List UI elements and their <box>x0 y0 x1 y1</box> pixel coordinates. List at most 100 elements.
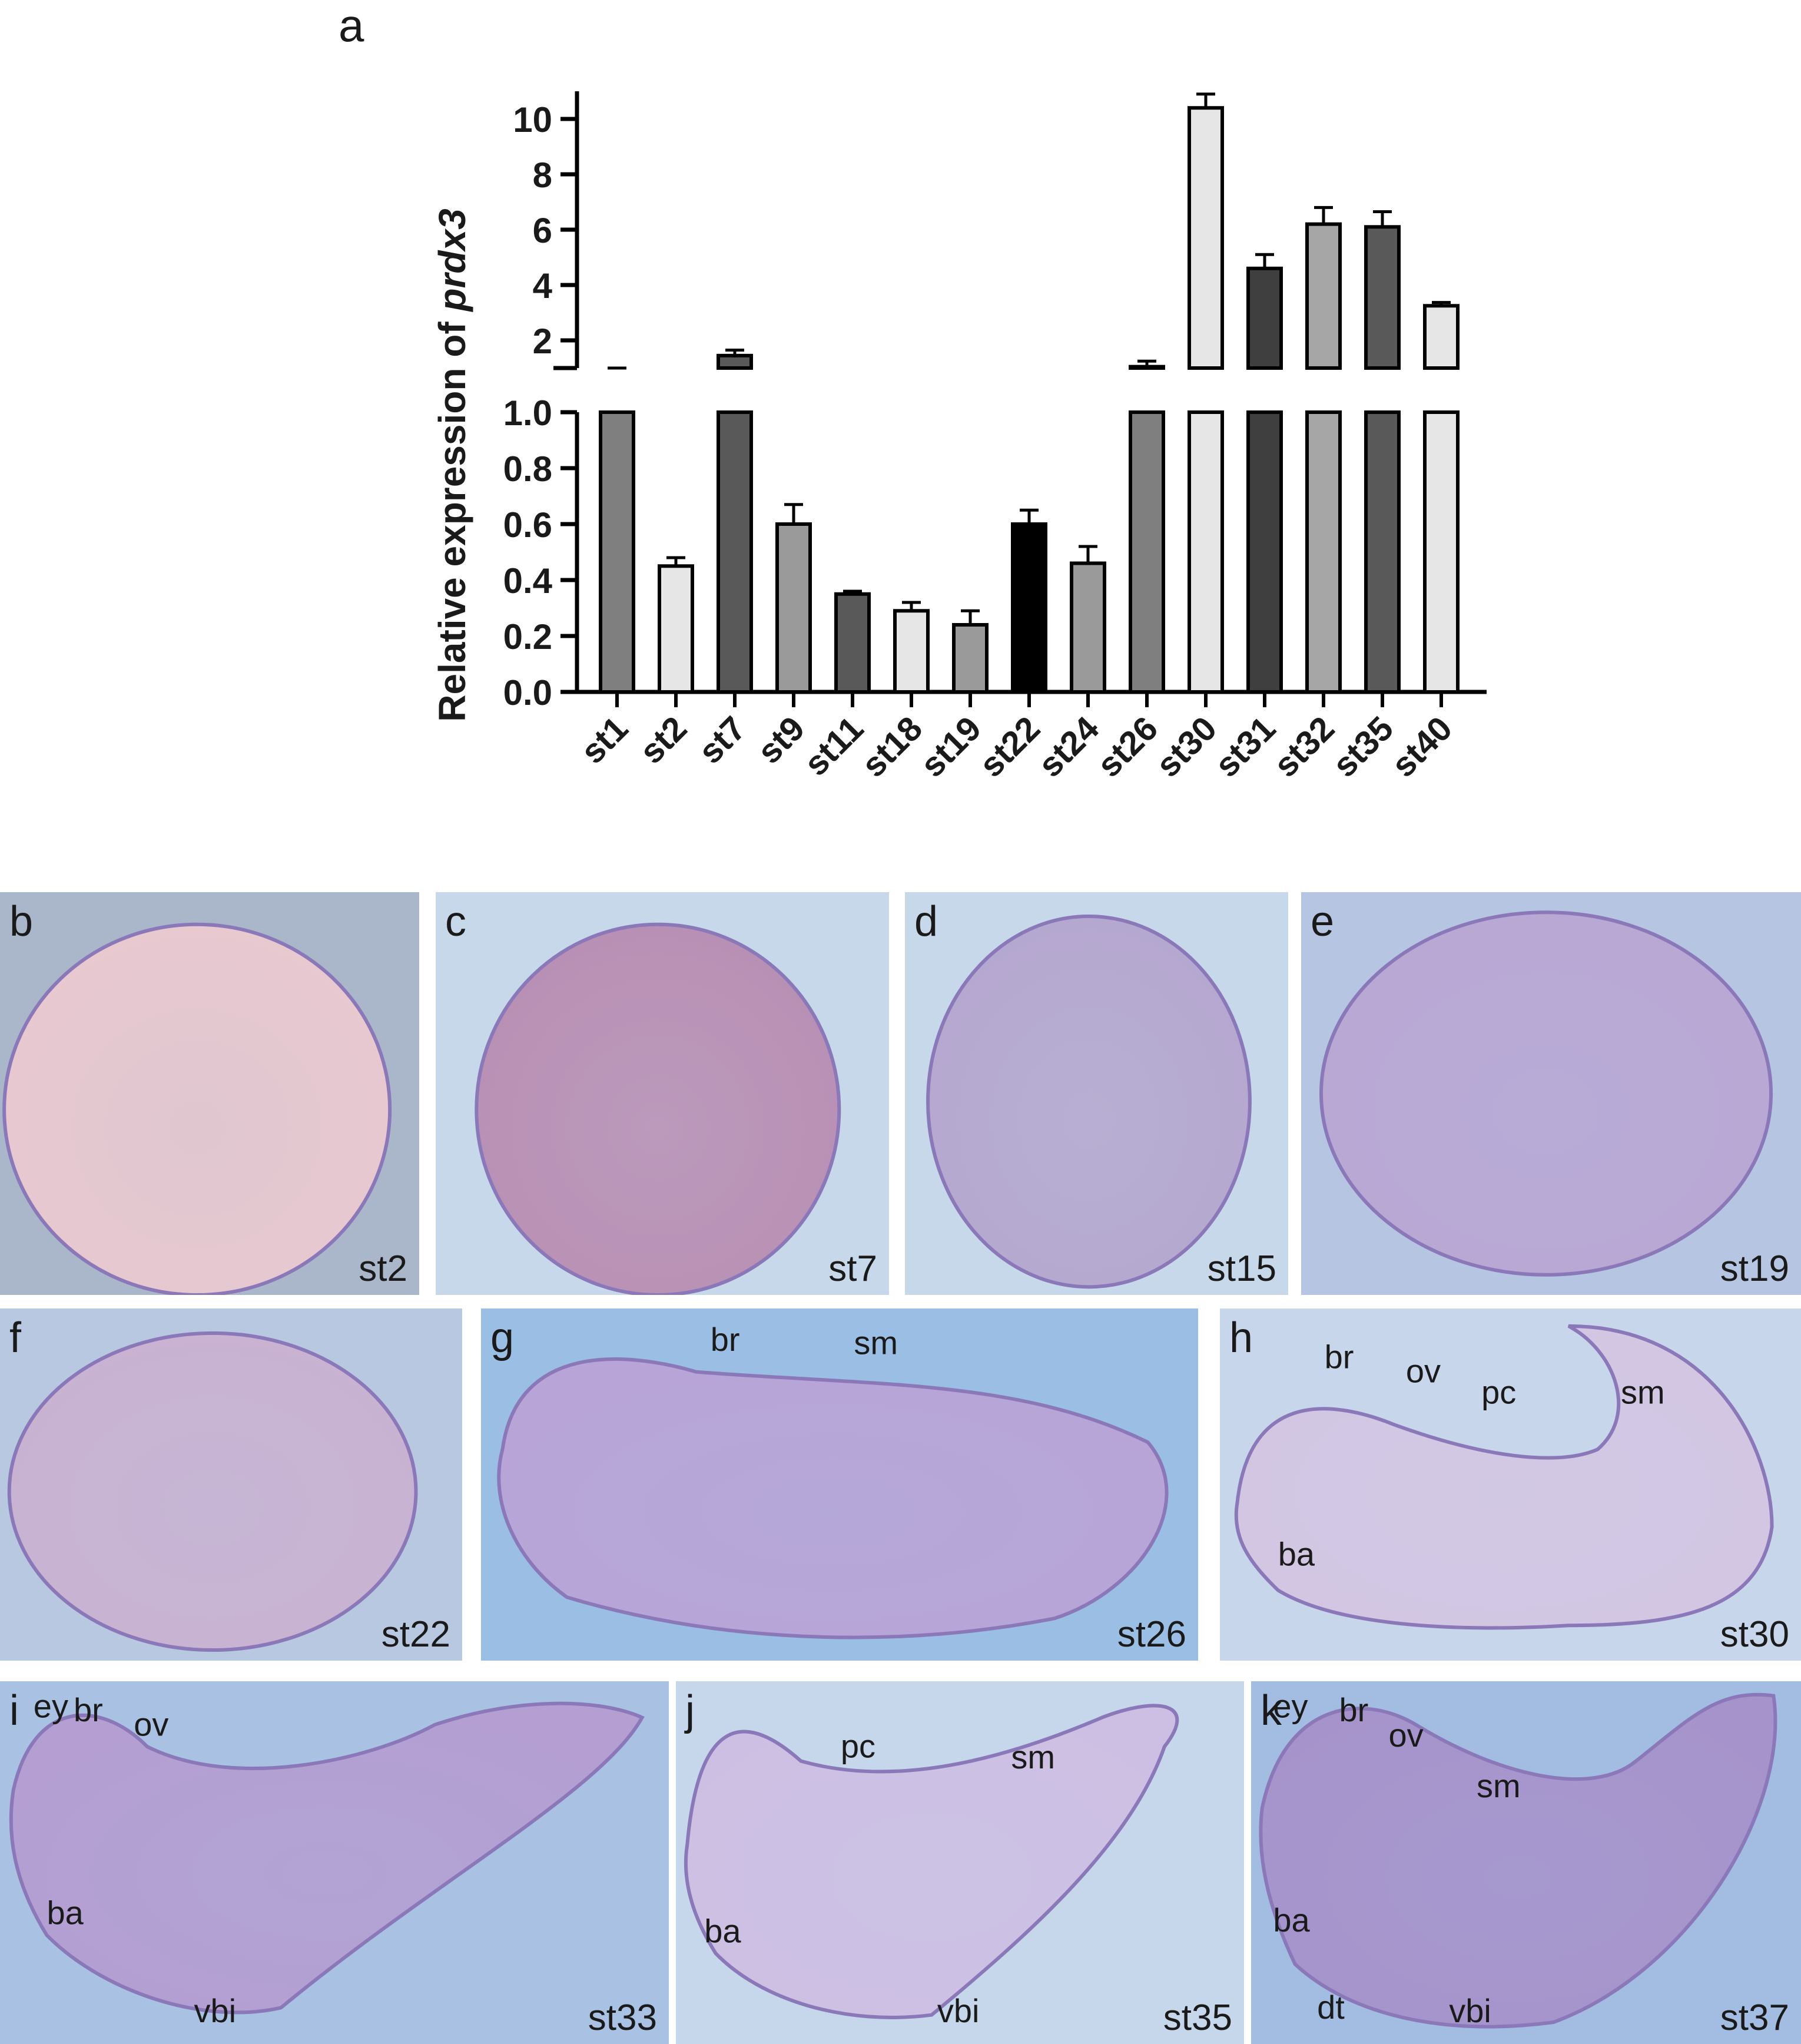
bar-st32-lower <box>1305 410 1342 694</box>
annotation-vbi: vbi <box>194 1992 236 2029</box>
stage-label: st26 <box>1117 1614 1186 1655</box>
y-tick-label: 0.0 <box>503 673 552 713</box>
embryo-image <box>2 922 392 1295</box>
panel-i: i st33 ey br ov ba vbi <box>0 1681 669 2044</box>
x-tick-label: st19 <box>913 709 989 784</box>
bar-st40-upper <box>1423 304 1460 370</box>
annotation-br: br <box>1339 1691 1368 1728</box>
annotation-ov: ov <box>1406 1353 1441 1390</box>
annotation-ey: ey <box>1273 1688 1308 1725</box>
stage-label: st2 <box>359 1248 407 1289</box>
bar-st22 <box>1011 522 1047 694</box>
annotation-ba: ba <box>704 1913 741 1950</box>
panel-h: h st30 br ov pc sm ba <box>1220 1308 1801 1661</box>
annotation-ba: ba <box>1273 1901 1310 1939</box>
panel-letter: j <box>684 1687 695 1734</box>
bar-st31-upper <box>1246 266 1283 370</box>
y-tick-label: 2 <box>533 322 552 361</box>
panel-letter: d <box>914 898 938 945</box>
annotation-ba: ba <box>47 1894 84 1932</box>
chart-bars <box>599 92 1460 694</box>
panel-letter: k <box>1261 1687 1282 1734</box>
x-tick-label: st2 <box>632 709 694 771</box>
annotation-dt: dt <box>1317 1989 1345 2026</box>
bar-st30-upper <box>1188 106 1224 370</box>
panel-letter-a: a <box>339 0 364 51</box>
x-tick-label: st11 <box>797 709 871 783</box>
x-tick-label: st32 <box>1266 709 1342 784</box>
panel-letter: g <box>490 1314 514 1361</box>
y-tick-label: 8 <box>533 155 552 195</box>
annotation-vbi: vbi <box>1449 1992 1491 2029</box>
panel-g: g st26 br sm <box>481 1308 1198 1661</box>
x-tick-label: st35 <box>1325 709 1401 784</box>
bar-st19 <box>952 623 989 694</box>
annotation-br: br <box>711 1321 740 1358</box>
bar-st26-upper <box>1129 365 1165 370</box>
x-tick-label: st24 <box>1031 709 1106 784</box>
y-tick-label: 4 <box>533 266 553 306</box>
panel-b: b st2 <box>0 892 419 1295</box>
x-tick-label: st26 <box>1090 709 1165 784</box>
bar-st1 <box>599 410 635 694</box>
bar-st7-upper <box>717 353 753 370</box>
bar-st11 <box>834 592 871 694</box>
embryo-image <box>1319 910 1773 1277</box>
annotation-sm: sm <box>1011 1738 1055 1775</box>
embryo-image <box>926 915 1252 1289</box>
x-tick-label: st31 <box>1208 709 1283 784</box>
bar-st24 <box>1070 561 1106 694</box>
y-tick-label: 6 <box>533 211 552 250</box>
panel-k: k st37 ey br ov sm ba dt vbi <box>1251 1681 1801 2044</box>
annotation-sm: sm <box>1621 1373 1665 1410</box>
x-tick-label: st18 <box>854 709 930 784</box>
y-tick-label: 10 <box>513 100 552 140</box>
bar-st35-lower <box>1364 410 1401 694</box>
panel-j: j st35 pc sm ba vbi <box>676 1681 1244 2044</box>
bar-st26-lower <box>1129 410 1165 694</box>
stage-label: st30 <box>1720 1614 1789 1655</box>
bar-st30-lower <box>1188 410 1224 694</box>
chart-x-labels: st1st2st7st9st11st18st19st22st24st26st30… <box>573 709 1460 784</box>
x-tick-label: st7 <box>691 709 753 771</box>
panel-letter: b <box>9 898 33 945</box>
annotation-pc: pc <box>841 1727 875 1764</box>
panel-letter: f <box>9 1314 22 1361</box>
y-tick-label: 0.8 <box>503 449 552 489</box>
x-tick-label: st22 <box>972 709 1047 784</box>
annotation-pc: pc <box>1481 1373 1516 1410</box>
annotation-sm: sm <box>1477 1767 1521 1804</box>
x-tick-label: st40 <box>1384 709 1460 784</box>
embryo-image <box>684 1704 1179 2019</box>
bar-st31-lower <box>1246 410 1283 694</box>
embryo-image <box>497 1357 1169 1639</box>
panel-letter: e <box>1311 898 1334 945</box>
stage-label: st22 <box>382 1614 450 1655</box>
y-tick-label: 1.0 <box>503 393 552 433</box>
embryo-image <box>7 1331 418 1652</box>
panel-letter: h <box>1229 1314 1253 1361</box>
embryo-image <box>1234 1324 1774 1630</box>
bar-st2 <box>658 564 694 694</box>
bar-st7-lower <box>717 410 753 694</box>
stage-label: st33 <box>588 1997 657 2038</box>
annotation-br: br <box>1325 1339 1354 1376</box>
annotation-br: br <box>74 1691 103 1728</box>
annotation-ey: ey <box>34 1688 68 1725</box>
bar-st9 <box>775 522 812 694</box>
stage-label: st19 <box>1720 1248 1789 1289</box>
panel-e: e st19 <box>1301 892 1801 1295</box>
embryo-image <box>9 1701 645 2015</box>
panel-d: d st15 <box>905 892 1288 1295</box>
panel-letter: i <box>9 1687 19 1734</box>
bar-st40-lower <box>1423 410 1460 694</box>
annotation-ov: ov <box>1389 1717 1424 1754</box>
y-axis-label: Relative expression of prdx3 <box>431 208 473 721</box>
stage-label: st35 <box>1163 1997 1232 2038</box>
embryo-image <box>1259 1692 1777 2029</box>
x-tick-label: st30 <box>1149 709 1224 784</box>
y-tick-label: 0.4 <box>503 561 553 601</box>
annotation-ov: ov <box>134 1705 168 1742</box>
bar-st35-upper <box>1364 225 1401 370</box>
y-tick-label: 0.2 <box>503 617 552 657</box>
